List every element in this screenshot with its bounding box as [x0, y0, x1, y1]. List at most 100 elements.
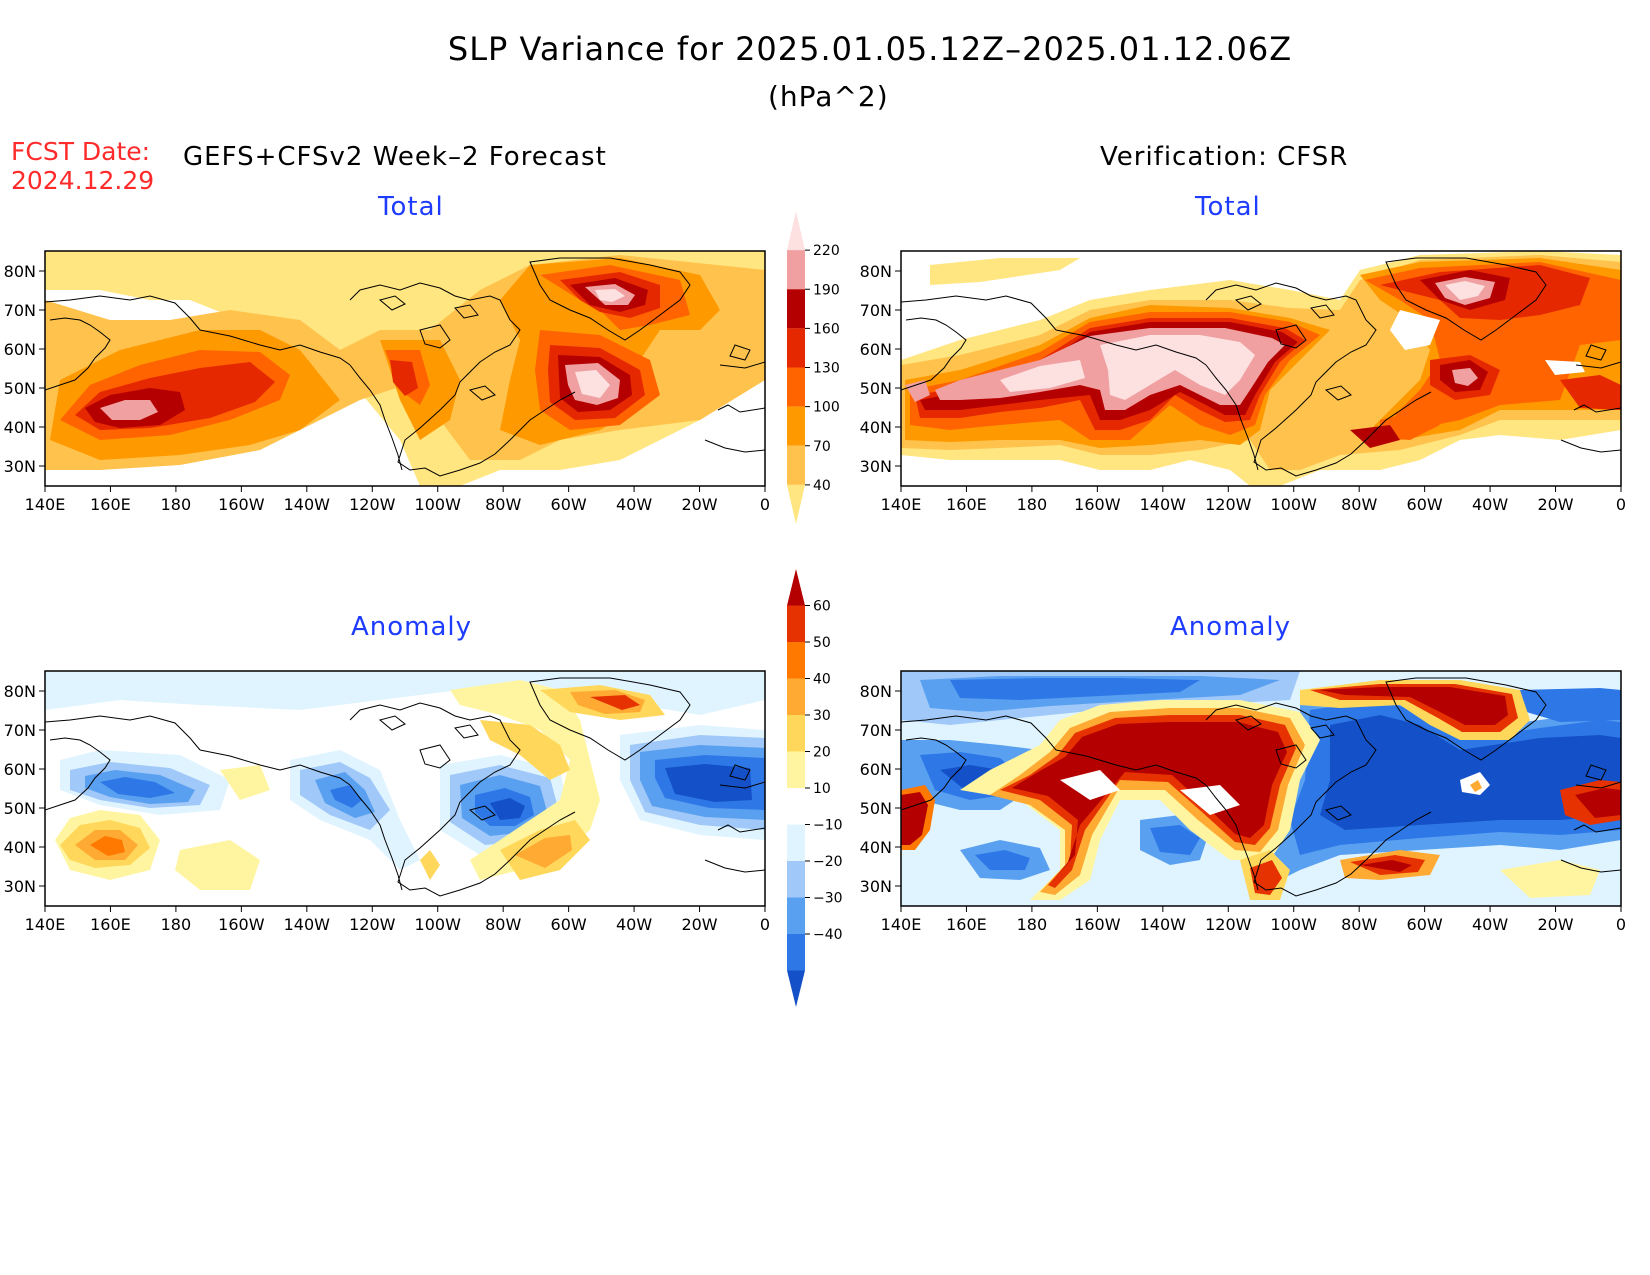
fcst-anomaly-lon-label: 160E	[90, 915, 131, 934]
verif-total-lon-label: 120W	[1205, 495, 1252, 514]
colorbar-level-label: 100	[813, 400, 840, 416]
verif-anomaly-lat-label: 70N	[860, 721, 892, 740]
fcst-anomaly-lon-label: 60W	[551, 915, 587, 934]
fcst-total-lon-label: 120W	[349, 495, 396, 514]
colorbar-level-label: 70	[813, 439, 831, 455]
verif-anomaly-lon-label: 0	[1616, 915, 1626, 934]
verif-total-lat-label: 40N	[860, 418, 892, 437]
verif-anomaly-title: Anomaly	[1170, 612, 1292, 642]
verif-anomaly-lat-label: 50N	[860, 799, 892, 818]
colorbar-level-label: 60	[813, 599, 831, 615]
fcst-anomaly-lon-label: 140E	[25, 915, 66, 934]
fcst-total-lon-label: 100W	[415, 495, 462, 514]
verif-anomaly-lon-label: 160W	[1074, 915, 1121, 934]
verif-anomaly-lon-label: 20W	[1537, 915, 1573, 934]
colorbar-level-label: 130	[813, 361, 840, 377]
verif-total-lat-label: 60N	[860, 340, 892, 359]
colorbar-swatch	[787, 642, 805, 679]
fcst-anomaly-lon-label: 80W	[485, 915, 521, 934]
page-title: SLP Variance for 2025.01.05.12Z–2025.01.…	[447, 30, 1293, 68]
fcst-anomaly-frame	[44, 670, 766, 907]
verif-total-lon-label: 20W	[1537, 495, 1573, 514]
colorbar-swatch	[787, 250, 805, 290]
fcst-total-lat-label: 60N	[4, 340, 36, 359]
verif-total-map	[901, 251, 1621, 486]
colorbar-level-label: 10	[813, 781, 831, 797]
verif-anomaly-lon-label: 40W	[1472, 915, 1508, 934]
fcst-total-frame	[44, 250, 766, 487]
verif-anomaly-lon-label: 180	[1017, 915, 1048, 934]
fcst-date-value: 2024.12.29	[11, 166, 155, 195]
verif-total-lon-label: 80W	[1341, 495, 1377, 514]
colorbar-swatch	[787, 751, 805, 788]
fcst-anomaly-lon-label: 120W	[349, 915, 396, 934]
colorbar-swatch	[787, 970, 805, 1007]
fcst-total-lon-label: 0	[760, 495, 770, 514]
fcst-total-lon-label: 140E	[25, 495, 66, 514]
colorbar-swatch	[787, 934, 805, 971]
fcst-anomaly-lat-label: 80N	[4, 682, 36, 701]
fcst-total-lon-label: 160E	[90, 495, 131, 514]
total-colorbar: 220 190 160 130 100 70 40	[787, 211, 840, 524]
fcst-anomaly-lon-label: 160W	[218, 915, 265, 934]
fcst-anomaly-title: Anomaly	[351, 612, 473, 642]
verif-total-lon-label: 160E	[946, 495, 987, 514]
verif-anomaly-lat-label: 80N	[860, 682, 892, 701]
verif-total-lat-label: 70N	[860, 301, 892, 320]
colorbar-level-label: 40	[813, 672, 831, 688]
verif-total-lon-label: 140E	[881, 495, 922, 514]
colorbar-swatch	[787, 715, 805, 752]
verif-total-lon-label: 0	[1616, 495, 1626, 514]
fcst-total-lat-label: 50N	[4, 379, 36, 398]
fcst-anomaly-lon-label: 180	[161, 915, 192, 934]
fcst-total-lat-label: 70N	[4, 301, 36, 320]
fcst-anomaly-lat-label: 60N	[4, 760, 36, 779]
verif-total-lat-label: 80N	[860, 262, 892, 281]
colorbar-swatch	[787, 861, 805, 898]
fcst-total-lon-label: 180	[161, 495, 192, 514]
fcst-total-lat-label: 80N	[4, 262, 36, 281]
fcst-total-lon-label: 80W	[485, 495, 521, 514]
fcst-total-map	[45, 251, 765, 486]
fcst-total-lon-label: 160W	[218, 495, 265, 514]
colorbar-swatch	[787, 484, 805, 524]
verif-total-lat-label: 30N	[860, 457, 892, 476]
fcst-anomaly-lat-label: 40N	[4, 838, 36, 857]
colorbar-level-label: 20	[813, 745, 831, 761]
verif-anomaly-lon-label: 140E	[881, 915, 922, 934]
fcst-total-title: Total	[378, 192, 444, 222]
colorbar-swatch	[787, 367, 805, 407]
verif-total-lon-label: 60W	[1407, 495, 1443, 514]
verif-anomaly-lon-label: 160E	[946, 915, 987, 934]
fcst-total-lat-label: 30N	[4, 457, 36, 476]
anomaly-colorbar: 60 50 40 30 20 10 −10 −20 −30 −40	[787, 569, 843, 1007]
fcst-total-lon-label: 40W	[616, 495, 652, 514]
verif-total-lon-label: 160W	[1074, 495, 1121, 514]
colorbar-swatch	[787, 605, 805, 642]
colorbar-level-label: 220	[813, 243, 840, 259]
fcst-total-lon-label: 140W	[284, 495, 331, 514]
fcst-anomaly-lon-label: 140W	[284, 915, 331, 934]
colorbar-swatch	[787, 678, 805, 715]
colorbar-level-label: 160	[813, 321, 840, 337]
colorbar-swatch	[787, 328, 805, 368]
verif-anomaly-lat-label: 40N	[860, 838, 892, 857]
fcst-total-lon-label: 60W	[551, 495, 587, 514]
verif-anomaly-lon-label: 100W	[1271, 915, 1318, 934]
colorbar-swatch	[787, 211, 805, 251]
verif-anomaly-lat-label: 30N	[860, 877, 892, 896]
colorbar-swatch	[787, 824, 805, 861]
fcst-anomaly-lon-label: 40W	[616, 915, 652, 934]
verif-total-title: Total	[1195, 192, 1261, 222]
verif-total-lat-label: 50N	[860, 379, 892, 398]
verif-anomaly-frame	[900, 670, 1622, 907]
verification-heading: Verification: CFSR	[1100, 142, 1349, 172]
verif-anomaly-map	[901, 671, 1621, 906]
colorbar-swatch	[787, 788, 805, 825]
colorbar-level-label: 30	[813, 708, 831, 724]
fcst-anomaly-map	[45, 671, 765, 906]
colorbar-level-label: −10	[813, 818, 843, 834]
colorbar-level-label: −30	[813, 891, 843, 907]
axes-layer: 140E 160E 180 160W 140W 120W 100W 80W 60W 40W 20W 0…	[4, 262, 1626, 934]
